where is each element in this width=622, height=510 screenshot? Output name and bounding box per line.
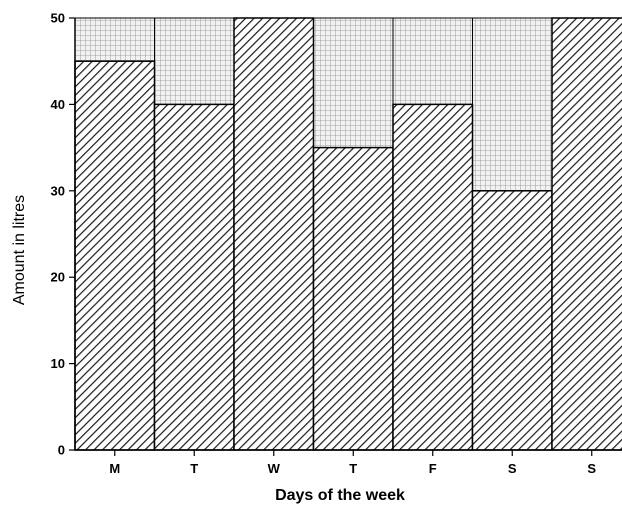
x-axis-title: Days of the week [275, 487, 405, 504]
x-tick-label: F [429, 461, 437, 476]
remaining-capacity-bars [74, 17, 553, 192]
y-tick-label: 50 [51, 11, 65, 26]
y-tick-label: 10 [51, 356, 65, 371]
x-tick-label: S [587, 461, 596, 476]
bar-2 [233, 17, 315, 451]
bar-3 [312, 146, 394, 451]
remaining-bar-0 [74, 17, 155, 62]
remaining-bar-4 [392, 17, 473, 105]
y-tick-label: 0 [58, 443, 65, 458]
y-tick-label: 20 [51, 270, 65, 285]
bar-5 [471, 190, 553, 451]
used-amount-bars [74, 17, 622, 451]
x-tick-label: T [190, 461, 198, 476]
y-tick-label: 40 [51, 97, 65, 112]
y-axis-title: Amount in litres [11, 195, 28, 305]
x-tick-label: T [349, 461, 357, 476]
remaining-bar-3 [313, 17, 394, 149]
remaining-bar-5 [472, 17, 553, 192]
x-tick-label: W [268, 461, 281, 476]
y-tick-label: 30 [51, 183, 65, 198]
axes [74, 18, 622, 451]
bar-6 [551, 17, 622, 451]
x-tick-label: S [508, 461, 517, 476]
y-axis-ticks: 0 10 20 30 40 50 [51, 11, 75, 458]
bar-0 [74, 60, 156, 451]
x-tick-label: M [109, 461, 120, 476]
remaining-bar-1 [154, 17, 235, 105]
bar-1 [153, 103, 235, 451]
bar-4 [392, 103, 474, 451]
